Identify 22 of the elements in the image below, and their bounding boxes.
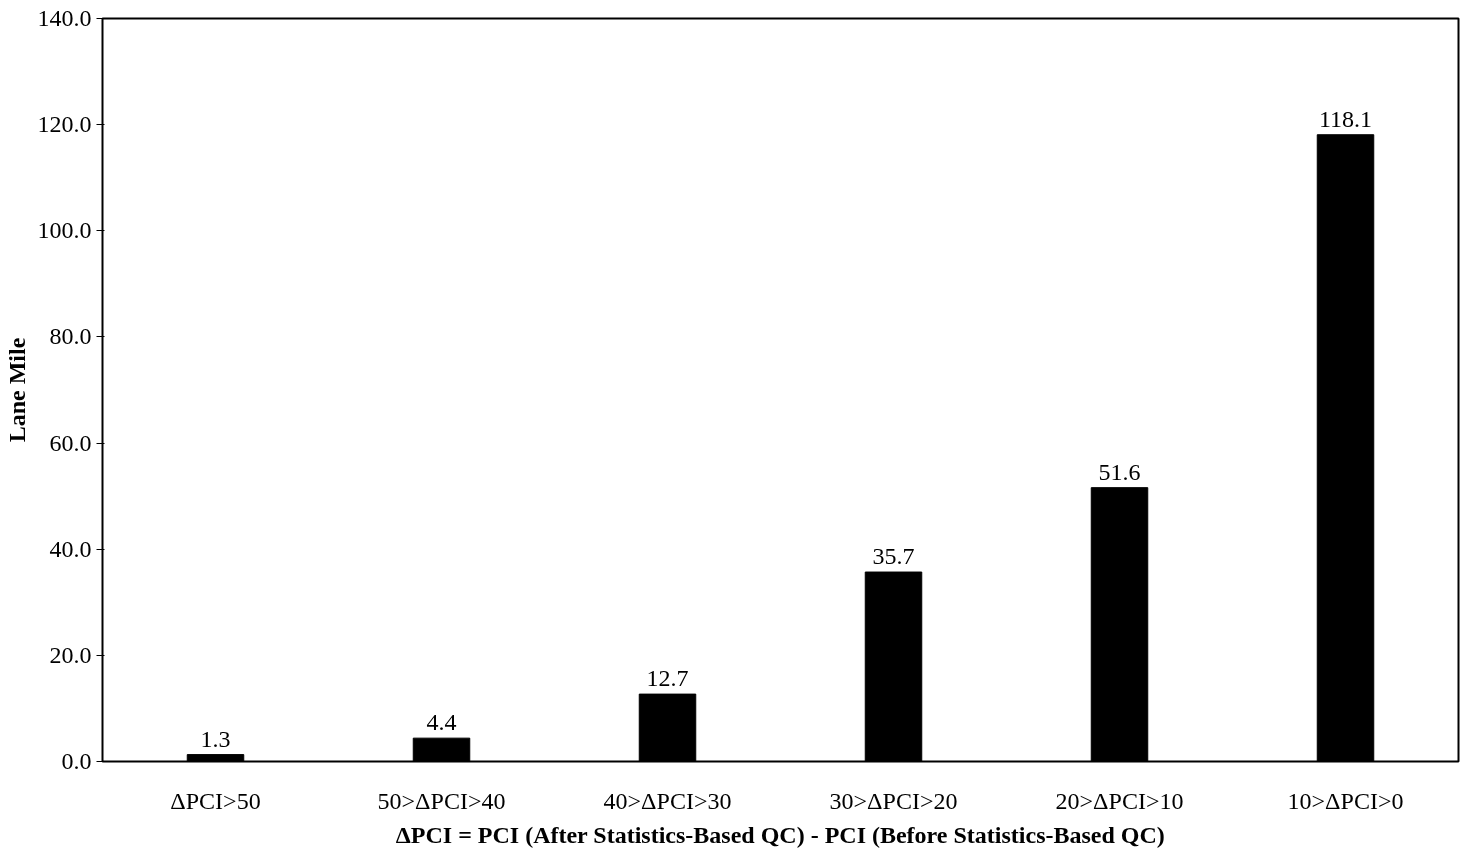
data-label: 12.7 (646, 665, 689, 692)
y-tick-label: 0.0 (61, 748, 92, 774)
data-label: 35.7 (872, 543, 915, 570)
x-tick-label: ΔPCI>50 (170, 787, 261, 814)
y-tick-label: 20.0 (49, 641, 92, 668)
data-label: 1.3 (200, 725, 231, 752)
y-tick-label: 120.0 (37, 111, 92, 138)
y-tick-label: 40.0 (49, 535, 92, 562)
x-tick-label: 20>ΔPCI>10 (1055, 787, 1184, 814)
y-tick-label: 60.0 (49, 429, 92, 456)
y-tick-label: 140.0 (37, 5, 92, 31)
x-tick-label: 10>ΔPCI>0 (1287, 787, 1404, 814)
data-label: 51.6 (1098, 458, 1141, 485)
data-label: 4.4 (426, 709, 457, 736)
x-tick-label: 50>ΔPCI>40 (377, 787, 506, 814)
y-tick-label: 80.0 (49, 323, 92, 350)
x-tick-label: 40>ΔPCI>30 (603, 787, 732, 814)
y-axis-title: Lane Mile (3, 337, 30, 443)
data-label: 118.1 (1318, 105, 1373, 132)
x-tick-label: 30>ΔPCI>20 (829, 787, 958, 814)
x-axis-title: ΔPCI = PCI (After Statistics-Based QC) - PCI (Before Statistics-Based QC) (395, 821, 1165, 848)
y-tick-label: 100.0 (37, 217, 92, 244)
